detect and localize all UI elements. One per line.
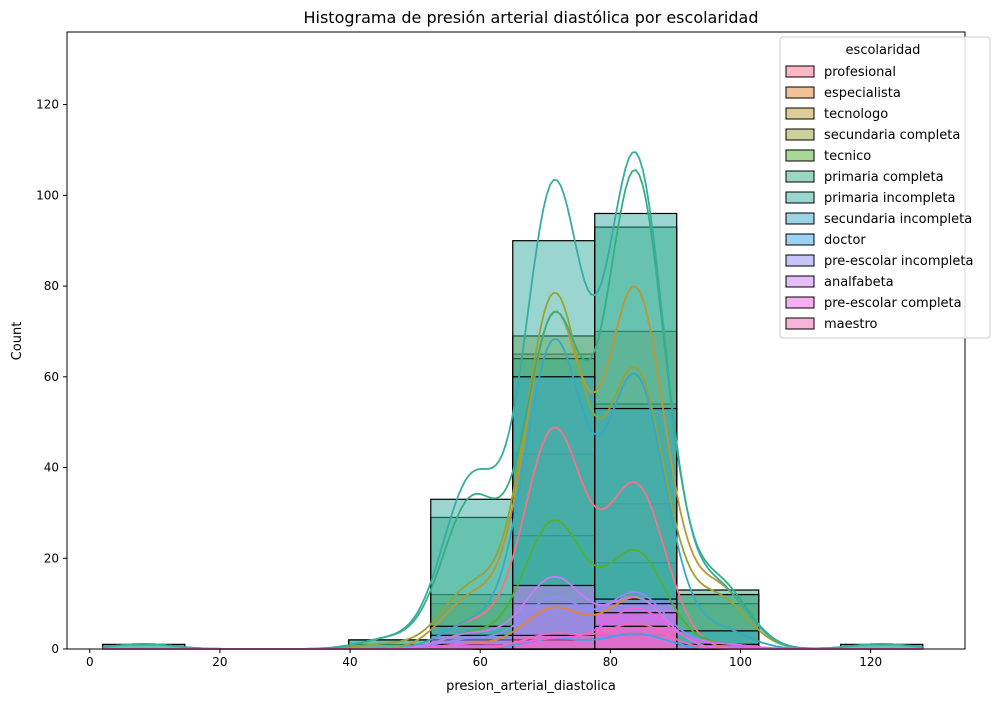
- legend-label: profesional: [824, 65, 896, 80]
- x-tick-label: 120: [859, 655, 882, 669]
- x-tick-label: 0: [86, 655, 94, 669]
- y-tick-label: 120: [36, 98, 59, 112]
- legend-swatch: [785, 65, 815, 78]
- legend-label: analfabeta: [824, 275, 894, 290]
- y-tick-label: 20: [44, 551, 59, 565]
- x-tick-label: 80: [603, 655, 618, 669]
- y-axis-label: Count: [10, 322, 25, 361]
- legend-label: pre-escolar completa: [824, 296, 962, 311]
- legend-label: doctor: [824, 233, 866, 248]
- legend-item-analfabeta: analfabeta: [785, 275, 894, 290]
- legend-item-secundaria-incompleta: secundaria incompleta: [785, 212, 972, 227]
- legend-label: primaria completa: [824, 170, 944, 185]
- legend-label: pre-escolar incompleta: [824, 254, 973, 269]
- legend-swatch: [785, 128, 815, 141]
- legend-label: secundaria completa: [824, 128, 960, 143]
- x-axis-label: presion_arterial_diastolica: [446, 679, 616, 694]
- legend-item-primaria-incompleta: primaria incompleta: [785, 191, 955, 206]
- y-axis: 0 20 40 60 80 100 120: [36, 98, 67, 656]
- axes-frame: [66, 31, 966, 650]
- legend: escolaridad profesional especialista tecno…: [779, 36, 991, 339]
- bars-maestro: [512, 625, 678, 650]
- y-tick-label: 60: [44, 370, 59, 384]
- legend-label: especialista: [824, 86, 901, 101]
- legend-swatch: [785, 317, 815, 330]
- legend-label: primaria incompleta: [824, 191, 955, 206]
- legend-swatch: [785, 149, 815, 162]
- legend-label: secundaria incompleta: [824, 212, 972, 227]
- legend-swatch: [785, 191, 815, 204]
- x-tick-label: 60: [473, 655, 488, 669]
- bar: [430, 498, 514, 650]
- x-tick-label: 20: [212, 655, 227, 669]
- x-tick-label: 40: [342, 655, 357, 669]
- legend-swatch: [785, 296, 815, 309]
- y-tick-label: 100: [36, 188, 59, 202]
- legend-swatch: [785, 275, 815, 288]
- legend-label: tecnico: [824, 149, 871, 164]
- legend-item-profesional: profesional: [785, 65, 896, 80]
- legend-item-doctor: doctor: [785, 233, 866, 248]
- y-tick-label: 40: [44, 461, 59, 475]
- legend-item-pre-escolar-incompleta: pre-escolar incompleta: [785, 254, 973, 269]
- legend-item-especialista: especialista: [785, 86, 901, 101]
- x-tick-label: 100: [729, 655, 752, 669]
- y-tick-label: 0: [51, 642, 59, 656]
- legend-item-secundaria-completa: secundaria completa: [785, 128, 960, 143]
- legend-label: tecnologo: [824, 107, 888, 122]
- legend-swatch: [785, 170, 815, 183]
- legend-label: maestro: [824, 317, 878, 332]
- legend-item-pre-escolar-completa: pre-escolar completa: [785, 296, 962, 311]
- y-tick-label: 80: [44, 279, 59, 293]
- legend-swatch: [785, 86, 815, 99]
- legend-swatch: [785, 254, 815, 267]
- legend-item-tecnologo: tecnologo: [785, 107, 888, 122]
- legend-item-primaria-completa: primaria completa: [785, 170, 944, 185]
- legend-swatch: [785, 212, 815, 225]
- x-axis: 0 20 40 60 80 100 120: [86, 649, 882, 669]
- legend-item-tecnico: tecnico: [785, 149, 871, 164]
- legend-items: profesional especialista tecnologo secundar…: [785, 65, 973, 332]
- legend-swatch: [785, 233, 815, 246]
- legend-swatch: [785, 107, 815, 120]
- legend-box: [779, 36, 991, 339]
- legend-item-maestro: maestro: [785, 317, 878, 332]
- legend-title: escolaridad: [846, 43, 921, 58]
- chart-title: Histograma de presión arterial diastólic…: [303, 8, 758, 27]
